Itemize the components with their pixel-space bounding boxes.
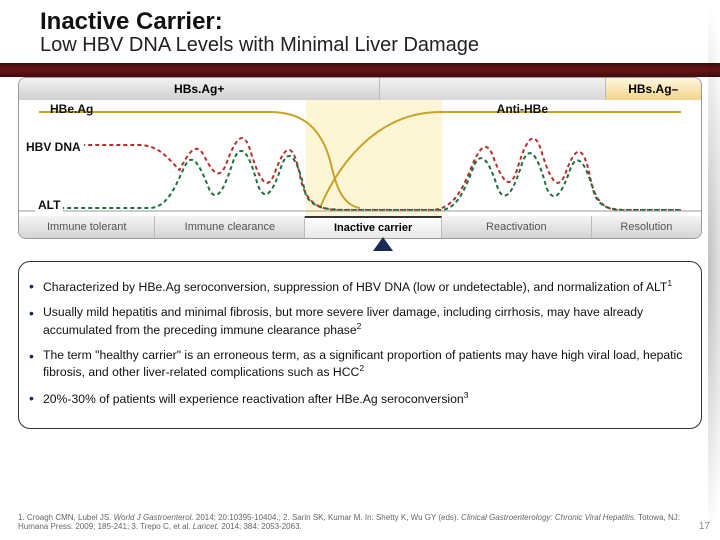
bullet-item: The term "healthy carrier" is an erroneo… (29, 348, 685, 381)
page-subtitle: Low HBV DNA Levels with Minimal Liver Da… (40, 34, 720, 57)
bullet-item: Characterized by HBe.Ag seroconversion, … (29, 278, 685, 295)
phase-resolution: Resolution (592, 216, 701, 238)
graph-area: HBe.Ag Anti-HBe HBV DNA ALT (19, 100, 701, 216)
hbsag-plus-cell: HBs.Ag+ (19, 78, 380, 100)
bullet-item: Usually mild hepatitis and minimal fibro… (29, 305, 685, 338)
label-hbvdna: HBV DNA (23, 140, 84, 154)
curves-svg (19, 100, 701, 216)
header-band (0, 63, 720, 77)
phase-row: Immune tolerantImmune clearanceInactive … (19, 216, 701, 238)
page-title: Inactive Carrier: (40, 8, 720, 36)
bullets-list: Characterized by HBe.Ag seroconversion, … (29, 278, 685, 408)
phase-diagram: HBs.Ag+ HBs.Ag– HBe.Ag Anti-HBe HBV DNA … (18, 77, 702, 239)
page-number: 17 (699, 521, 710, 532)
phase-immune-tolerant: Immune tolerant (19, 216, 155, 238)
bullet-item: 20%-30% of patients will experience reac… (29, 390, 685, 407)
hbsag-row: HBs.Ag+ HBs.Ag– (19, 78, 701, 100)
phase-reactivation: Reactivation (442, 216, 592, 238)
references: 1. Croagh CMN, Lubel JS. World J Gastroe… (18, 513, 690, 532)
bullets-panel: Characterized by HBe.Ag seroconversion, … (18, 261, 702, 429)
phase-inactive-carrier: Inactive carrier (305, 216, 441, 238)
label-antihbe: Anti-HBe (494, 102, 551, 116)
phase-immune-clearance: Immune clearance (155, 216, 305, 238)
label-alt: ALT (35, 198, 63, 212)
label-hbeag: HBe.Ag (47, 102, 96, 116)
hbsag-gap-cell (380, 78, 605, 100)
hbsag-minus-cell: HBs.Ag– (606, 78, 701, 100)
callout-pointer-icon (373, 237, 393, 251)
